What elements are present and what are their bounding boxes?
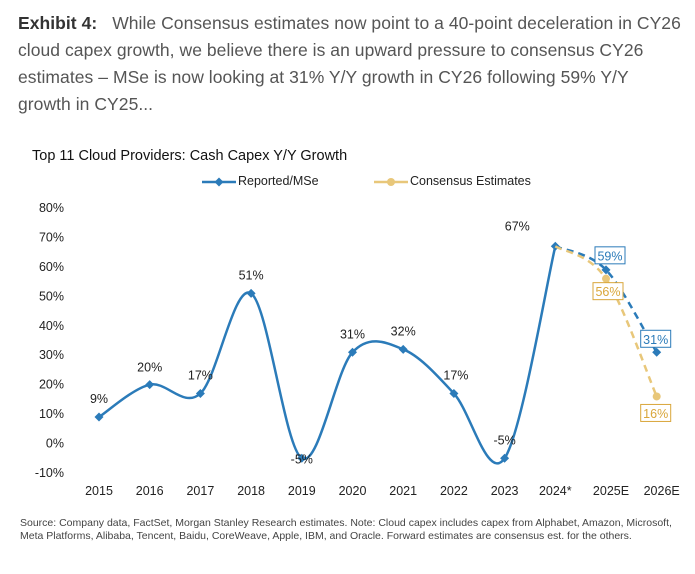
legend-label-consensus: Consensus Estimates bbox=[410, 174, 531, 188]
label-consensus-2026e: 16% bbox=[640, 403, 672, 422]
label-reported-2025e-box bbox=[594, 246, 626, 265]
x-axis: 2015 2016 2017 2018 2019 2020 2021 2022 2023 2024… bbox=[85, 484, 680, 498]
label-consensus-2026e-text: 16% bbox=[643, 407, 668, 421]
legend-swatch-reported bbox=[202, 177, 236, 187]
data-label: -5% bbox=[493, 433, 515, 447]
data-label: 51% bbox=[239, 268, 264, 282]
label-reported-2025e-text: 59% bbox=[597, 249, 622, 263]
label-consensus-2025e-box bbox=[592, 282, 624, 301]
label-consensus-2025e-text: 56% bbox=[595, 285, 620, 299]
data-label: -5% bbox=[291, 452, 313, 466]
y-tick-label: -10% bbox=[35, 466, 64, 480]
x-tick-label: 2023 bbox=[491, 484, 519, 498]
label-reported-2025e: 59% bbox=[594, 246, 626, 265]
data-label: 9% bbox=[90, 392, 108, 406]
consensus-point bbox=[652, 392, 661, 401]
consensus-point bbox=[602, 274, 610, 283]
exhibit-text: While Consensus estimates now point to a… bbox=[18, 13, 681, 114]
y-axis: -10% 0% 10% 20% 30% 40% 50% 60% 70% 80% bbox=[35, 201, 64, 480]
reported-point bbox=[398, 344, 408, 354]
y-tick-label: 60% bbox=[39, 260, 64, 274]
exhibit-label: Exhibit 4: bbox=[18, 13, 98, 33]
legend-label-reported: Reported/MSe bbox=[238, 174, 319, 188]
y-tick-label: 80% bbox=[39, 201, 64, 215]
label-consensus-2025e: 56% bbox=[592, 282, 624, 301]
reported-point bbox=[246, 288, 256, 298]
x-tick-label: 2025E bbox=[593, 484, 629, 498]
source-note: Source: Company data, FactSet, Morgan St… bbox=[20, 517, 672, 542]
x-tick-label: 2024* bbox=[539, 484, 572, 498]
reported-point bbox=[500, 453, 510, 463]
y-tick-label: 40% bbox=[39, 319, 64, 333]
data-label: 20% bbox=[137, 361, 162, 375]
x-tick-label: 2026E bbox=[644, 484, 680, 498]
y-tick-label: 50% bbox=[39, 289, 64, 303]
series-reported-line bbox=[94, 241, 662, 465]
x-tick-label: 2015 bbox=[85, 484, 113, 498]
reported-line-actual bbox=[98, 245, 557, 465]
data-label: 32% bbox=[391, 324, 416, 338]
legend-swatch-consensus bbox=[374, 178, 408, 186]
x-tick-label: 2016 bbox=[136, 484, 164, 498]
label-reported-2026e-box bbox=[640, 329, 672, 348]
data-label: 17% bbox=[443, 369, 468, 383]
x-tick-label: 2019 bbox=[288, 484, 316, 498]
reported-point bbox=[449, 389, 459, 398]
reported-point bbox=[348, 347, 357, 357]
y-tick-label: 30% bbox=[39, 348, 64, 362]
y-tick-label: 20% bbox=[39, 378, 64, 392]
y-tick-label: 0% bbox=[46, 437, 64, 451]
exhibit-heading: Exhibit 4: While Consensus estimates now… bbox=[18, 10, 683, 118]
reported-point bbox=[652, 347, 662, 357]
x-tick-label: 2018 bbox=[237, 484, 265, 498]
x-tick-label: 2017 bbox=[186, 484, 214, 498]
label-reported-2026e-text: 31% bbox=[643, 333, 668, 347]
reported-point bbox=[145, 380, 155, 390]
x-tick-label: 2022 bbox=[440, 484, 468, 498]
data-labels: 9% 20% 17% 51% -5% 31% 32% 17% -5% 67% 59% 31% 56% 16… bbox=[90, 219, 672, 466]
reported-point bbox=[195, 389, 205, 398]
data-label: 17% bbox=[188, 369, 213, 383]
y-tick-label: 70% bbox=[39, 230, 64, 244]
label-reported-2026e: 31% bbox=[640, 329, 672, 348]
reported-point bbox=[601, 265, 611, 275]
data-label: 67% bbox=[505, 219, 530, 233]
chart-title: Top 11 Cloud Providers: Cash Capex Y/Y G… bbox=[32, 148, 348, 164]
reported-point bbox=[297, 453, 307, 463]
label-consensus-2026e-box bbox=[640, 403, 672, 422]
y-tick-label: 10% bbox=[39, 407, 64, 421]
x-tick-label: 2020 bbox=[339, 484, 367, 498]
x-tick-label: 2021 bbox=[389, 484, 417, 498]
reported-point bbox=[94, 412, 104, 422]
data-label: 31% bbox=[340, 327, 365, 341]
